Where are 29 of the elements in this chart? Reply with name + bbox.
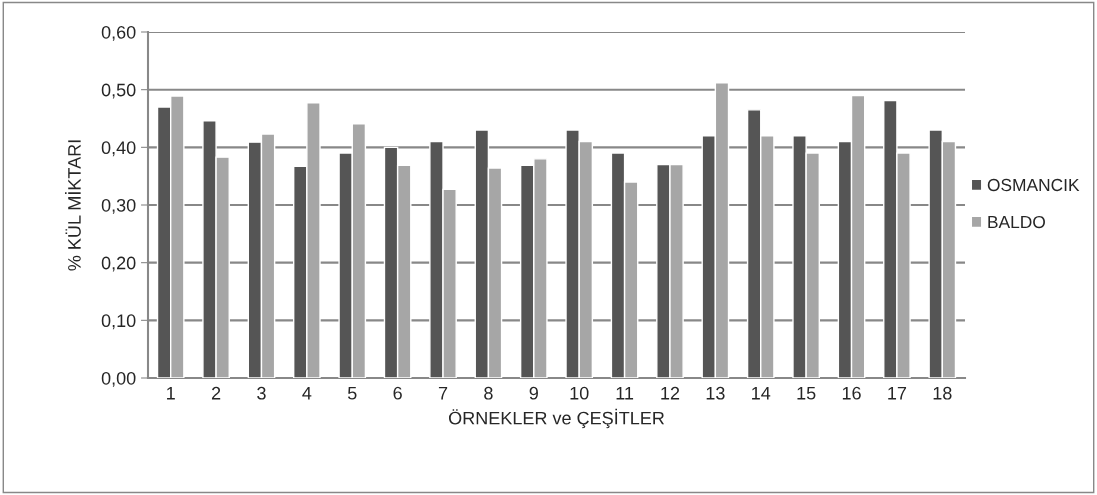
x-tick-label: 7: [438, 387, 448, 400]
x-tick-label: 14: [752, 387, 771, 400]
x-tick-label: 9: [529, 386, 538, 400]
x-axis-title: ÖRNEKLER ve ÇEŞİTLER: [448, 408, 665, 429]
x-tick-label: 10: [570, 386, 589, 400]
x-tick-label: 18: [933, 386, 952, 400]
legend-label: OSMANCIK: [987, 178, 1080, 192]
y-tick-label: 0,00: [101, 371, 136, 387]
x-tick-label: 17: [888, 387, 907, 400]
x-tick-label: 2: [211, 386, 221, 400]
y-tick-label: 0,50: [101, 83, 136, 99]
x-tick-label: 13: [706, 386, 725, 400]
x-tick-label: 11: [616, 387, 634, 400]
y-tick-label: 0,30: [101, 198, 136, 214]
x-tick-label: 3: [257, 386, 266, 400]
x-tick-label: 16: [842, 386, 861, 400]
x-tick-label: 15: [797, 387, 816, 400]
x-tick-label: 5: [347, 387, 357, 400]
x-tick-label: 8: [484, 386, 493, 400]
y-axis-title: % KÜL MİKTARI: [65, 140, 81, 271]
y-tick-label: 0,20: [101, 256, 136, 272]
y-tick-label: 0,40: [101, 141, 136, 157]
x-tick-label: 1: [167, 387, 175, 400]
y-tick-label: 0,10: [101, 314, 136, 330]
y-tick-label: 0,60: [101, 25, 136, 41]
legend-label: BALDO: [988, 215, 1045, 229]
x-tick-label: 6: [393, 386, 402, 400]
x-tick-label: 12: [661, 386, 680, 400]
x-tick-label: 4: [302, 387, 312, 400]
